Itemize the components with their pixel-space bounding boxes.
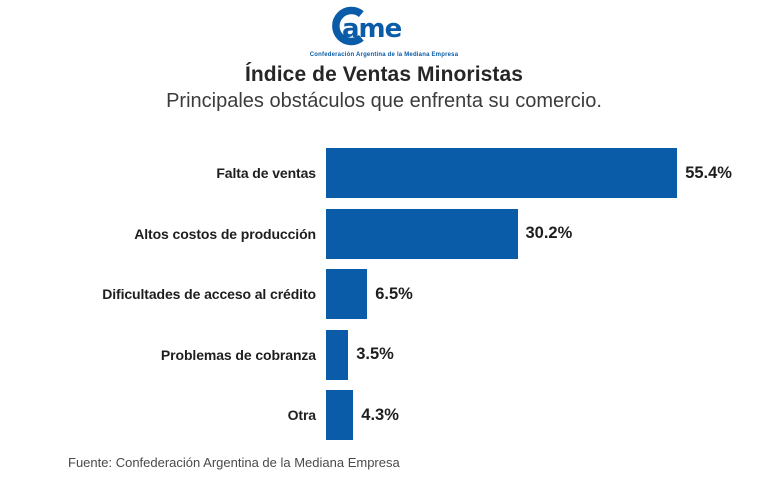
bar-chart: Falta de ventas 55.4% Altos costos de pr…	[0, 143, 768, 446]
bar-track: 30.2%	[326, 208, 573, 259]
bar-value-label: 3.5%	[356, 345, 394, 364]
page-subtitle: Principales obstáculos que enfrenta su c…	[166, 90, 602, 112]
page-title: Índice de Ventas Minoristas	[244, 63, 524, 86]
bar	[326, 269, 368, 320]
bar	[326, 390, 354, 441]
bar-track: 55.4%	[326, 148, 732, 199]
bar-value-label: 6.5%	[375, 284, 413, 303]
came-logo-icon: ame	[332, 6, 403, 46]
bar-category-label: Falta de ventas	[216, 165, 316, 182]
bar-row: Otra 4.3%	[0, 385, 768, 446]
bar	[326, 329, 349, 380]
bar-category-label: Otra	[287, 407, 316, 424]
bar-value-label: 30.2%	[525, 224, 573, 243]
logo-tagline: Confederación Argentina de la Mediana Em…	[309, 52, 459, 58]
bar-row: Falta de ventas 55.4%	[0, 143, 768, 204]
bar-value-label: 55.4%	[685, 163, 732, 182]
logo-block: ame Confederación Argentina de la Median…	[0, 6, 768, 59]
source-attribution: Fuente: Confederación Argentina de la Me…	[68, 455, 400, 470]
bar-category-label: Problemas de cobranza	[160, 346, 316, 363]
logo-wordmark-text: ame	[342, 14, 402, 44]
bar-category-label: Altos costos de producción	[134, 225, 316, 242]
bar-track: 6.5%	[326, 269, 413, 320]
bar-track: 4.3%	[326, 390, 399, 441]
bar-value-label: 4.3%	[361, 405, 399, 424]
bar-row: Dificultades de acceso al crédito 6.5%	[0, 264, 768, 325]
bar-category-label: Dificultades de acceso al crédito	[102, 286, 316, 303]
bar	[326, 208, 518, 259]
bar-track: 3.5%	[326, 329, 394, 380]
bar	[326, 148, 678, 199]
bar-row: Altos costos de producción 30.2%	[0, 204, 768, 265]
bar-row: Problemas de cobranza 3.5%	[0, 325, 768, 386]
